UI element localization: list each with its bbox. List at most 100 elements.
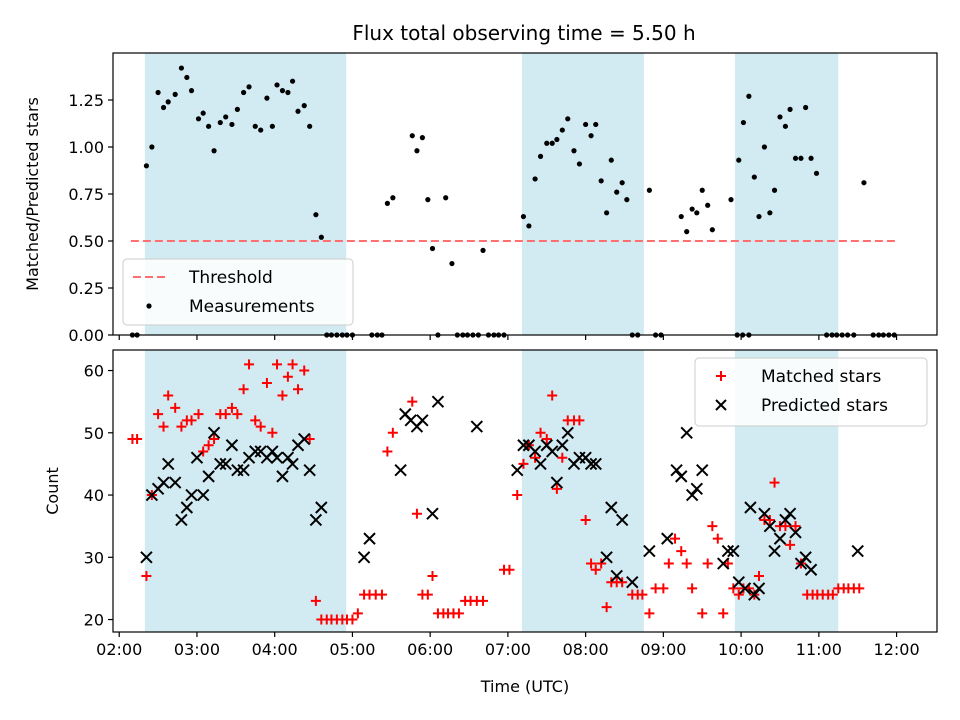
predicted-point	[394, 463, 407, 477]
measurement-point	[234, 106, 240, 112]
measurement-point	[736, 157, 742, 163]
y-tick-label: 60	[84, 362, 104, 381]
matched-point	[141, 570, 152, 581]
matched-point	[250, 415, 261, 426]
predicted-point	[661, 532, 674, 545]
measurement-point	[608, 157, 614, 163]
measurement-point	[211, 148, 217, 154]
matched-point	[617, 577, 628, 588]
measurement-point	[576, 161, 583, 167]
legend-box	[122, 258, 354, 326]
measurement-point	[269, 123, 275, 129]
predicted-point	[779, 513, 792, 527]
matched-point	[299, 365, 310, 376]
measurement-point	[188, 88, 195, 94]
measurement-point	[480, 247, 486, 253]
measurement-point	[559, 127, 565, 133]
measurement-point	[798, 155, 804, 161]
matched-point	[670, 533, 681, 544]
matched-point	[854, 583, 865, 594]
measurement-point	[861, 180, 867, 186]
matched-point	[518, 458, 529, 469]
predicted-point	[758, 507, 771, 520]
y-tick-label: 50	[84, 424, 104, 443]
y-tick-label: 0.00	[68, 326, 104, 345]
predicted-point	[550, 476, 564, 489]
predicted-point	[600, 551, 613, 564]
matched-point	[535, 427, 546, 438]
matched-point	[574, 415, 585, 426]
matched-point	[282, 371, 293, 382]
measurement-point	[537, 153, 544, 159]
matched-point	[132, 434, 143, 445]
predicted-point	[670, 463, 683, 477]
matched-point	[267, 427, 278, 438]
legend: Matched stars Predicted stars	[694, 357, 928, 427]
x-axis-label: Time (UTC)	[480, 677, 569, 696]
measurement-point	[526, 223, 532, 229]
predicted-point	[794, 557, 808, 570]
shaded-interval-2	[521, 350, 644, 632]
predicted-point	[763, 519, 777, 533]
predicted-point	[157, 476, 170, 489]
measurement-point	[429, 245, 436, 252]
measurement-point	[619, 180, 625, 186]
measurement-point	[532, 176, 538, 182]
legend-label: Threshold	[188, 268, 273, 288]
matched-point	[176, 421, 187, 432]
predicted-point	[219, 457, 232, 471]
measurement-point	[751, 174, 757, 180]
shaded-interval-2	[521, 53, 644, 335]
predicted-point	[626, 575, 639, 589]
y-tick-label: 40	[84, 486, 104, 505]
measurement-point	[684, 229, 690, 235]
matched-point	[198, 446, 209, 457]
predicted-point	[202, 470, 215, 483]
matched-point	[163, 390, 174, 401]
matched-point	[601, 602, 612, 613]
x-tick-label: 06:00	[407, 640, 453, 659]
matched-point	[209, 434, 220, 445]
predicted-point	[140, 551, 153, 564]
measurement-point	[678, 213, 684, 220]
measurement-point	[409, 133, 415, 139]
matched-point	[785, 539, 796, 550]
measurement-point	[172, 91, 178, 97]
y-tick-label: 0.25	[68, 279, 104, 298]
measurement-point	[520, 213, 527, 220]
measurement-point	[588, 133, 594, 139]
predicted-point	[303, 463, 316, 477]
predicted-point	[225, 439, 239, 452]
matched-point	[780, 521, 791, 532]
measurement-point	[425, 197, 431, 203]
predicted-point	[161, 457, 175, 471]
predicted-point	[185, 488, 198, 502]
measurement-point	[777, 114, 783, 120]
matched-point	[658, 583, 669, 594]
predicted-point	[196, 488, 210, 502]
measurement-point	[544, 140, 550, 146]
series-measurements	[129, 65, 897, 338]
matched-point	[637, 589, 648, 600]
measurement-point	[813, 170, 820, 176]
measurement-point	[414, 148, 420, 154]
y-tick-label: 0.50	[68, 232, 104, 251]
measurement-point	[313, 212, 319, 218]
matched-point	[702, 558, 713, 569]
measurement-point	[689, 206, 695, 212]
predicted-point	[643, 544, 656, 558]
measurement-point	[155, 89, 161, 96]
measurement-point	[598, 178, 604, 184]
predicted-point	[363, 532, 376, 545]
measurement-point	[761, 144, 768, 150]
matched-point	[687, 583, 698, 594]
predicted-point	[270, 451, 284, 464]
x-tick-label: 05:00	[329, 640, 375, 659]
matched-point	[769, 477, 780, 488]
matched-point	[255, 421, 266, 432]
measurement-point	[390, 195, 396, 201]
predicted-point	[561, 426, 574, 440]
predicted-point	[556, 439, 569, 452]
predicted-point	[249, 445, 262, 458]
matched-point	[663, 558, 674, 569]
